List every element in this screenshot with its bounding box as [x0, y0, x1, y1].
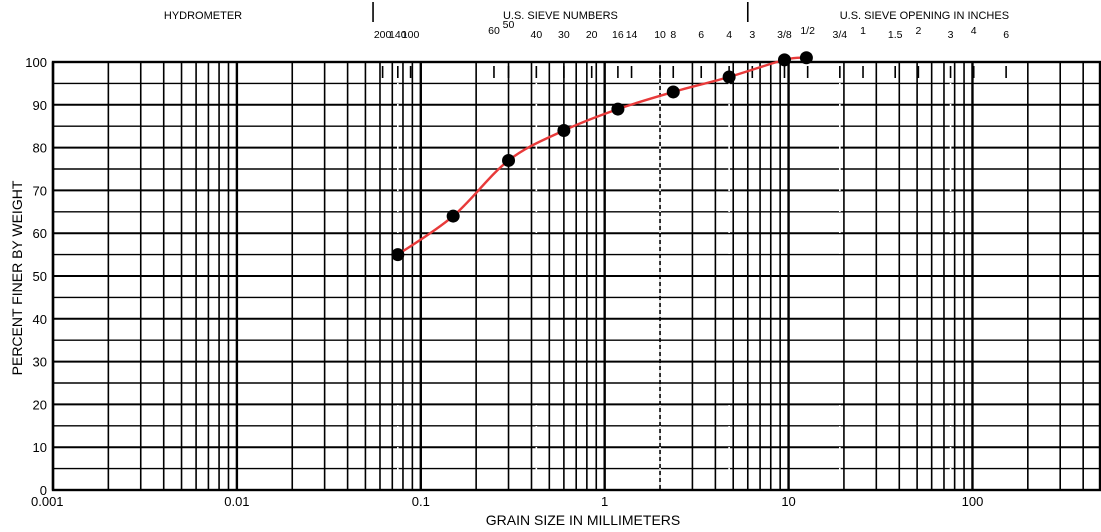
sieve-number-label: 50	[503, 19, 515, 31]
data-point	[666, 85, 680, 99]
sieve-number-label: 16	[612, 29, 624, 41]
y-tick-label: 10	[33, 440, 47, 455]
sieve-number-label: 100	[402, 29, 420, 41]
sieve-number-label: 6	[698, 29, 704, 41]
sieve-number-label: 4	[726, 29, 732, 41]
sieve-number-label: 8	[670, 29, 676, 41]
sieve-number-label: 10	[654, 29, 666, 41]
gradation-curve	[397, 56, 807, 256]
y-tick-label: 100	[25, 55, 47, 70]
axis-ticks: 0 10 20 30 40 50 60 70 80 90 100 0.001 0.01 0.1 1 10 100	[25, 55, 983, 509]
top-section-title: U.S. SIEVE OPENING IN INCHES	[840, 10, 1009, 22]
inch-opening-label: 3/8	[777, 29, 792, 41]
grid	[51, 60, 1101, 492]
inch-opening-label: 1	[860, 25, 866, 37]
inch-opening-label: 1.5	[888, 29, 903, 41]
y-tick-label: 0	[40, 483, 47, 498]
inch-opening-label: 2	[915, 25, 921, 37]
x-axis-label: GRAIN SIZE IN MILLIMETERS	[486, 512, 680, 528]
gradation-curve-line	[397, 56, 807, 256]
y-tick-label: 50	[33, 269, 47, 284]
inch-opening-label: 3	[948, 29, 954, 41]
sieve-number-label: 30	[558, 29, 570, 41]
sieve-number-label: 140	[389, 29, 407, 41]
x-tick-label: 10	[781, 494, 795, 509]
data-point	[391, 248, 405, 262]
data-point	[799, 51, 813, 65]
x-tick-label: 0.001	[31, 494, 64, 509]
plot-frame	[51, 60, 1101, 492]
data-point	[502, 153, 516, 167]
data-point	[446, 209, 460, 223]
sieve-number-label: 40	[530, 29, 542, 41]
top-scale: HYDROMETER U.S. SIEVE NUMBERS U.S. SIEVE O…	[164, 2, 1009, 78]
y-tick-label: 70	[33, 183, 47, 198]
y-tick-label: 30	[33, 355, 47, 370]
y-axis-label: PERCENT FINER BY WEIGHT	[9, 180, 25, 375]
y-tick-label: 20	[33, 397, 47, 412]
top-section-title: U.S. SIEVE NUMBERS	[503, 10, 618, 22]
y-tick-label: 80	[33, 141, 47, 156]
x-tick-label: 1	[601, 494, 608, 509]
inch-opening-label: 6	[1003, 29, 1009, 41]
inch-opening-label: 1/2	[800, 25, 815, 37]
data-point	[611, 102, 625, 116]
data-points	[391, 51, 813, 262]
data-point	[777, 53, 791, 67]
sieve-number-label: 3	[749, 29, 755, 41]
x-tick-label: 100	[962, 494, 984, 509]
y-tick-label: 40	[33, 312, 47, 327]
x-tick-label: 0.1	[412, 494, 430, 509]
sieve-number-label: 60	[488, 25, 500, 37]
sieve-number-label: 14	[626, 29, 638, 41]
data-point	[722, 70, 736, 84]
inch-opening-label: 4	[971, 25, 977, 37]
sieve-number-label: 20	[586, 29, 598, 41]
inch-opening-label: 3/4	[833, 29, 848, 41]
top-section-title: HYDROMETER	[164, 10, 242, 22]
data-point	[557, 123, 571, 137]
sieve-number-label: 200	[374, 29, 392, 41]
y-tick-label: 90	[33, 98, 47, 113]
y-tick-label: 60	[33, 226, 47, 241]
x-tick-label: 0.01	[224, 494, 249, 509]
